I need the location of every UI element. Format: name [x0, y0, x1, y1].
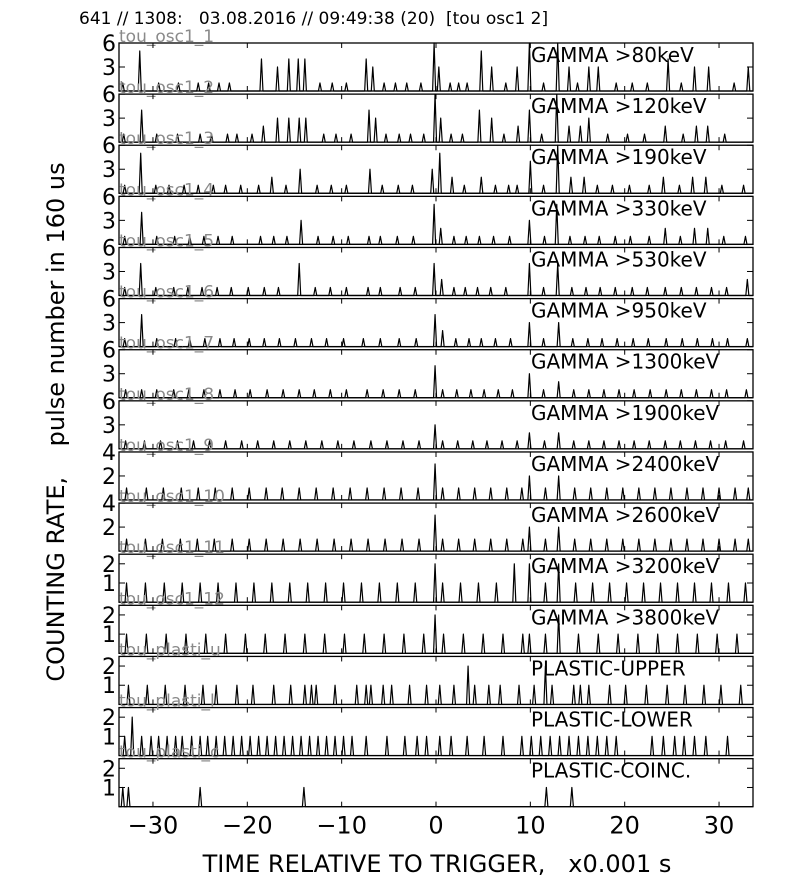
y-tick-label: 2	[102, 465, 116, 490]
y-tick-label: 2	[102, 757, 116, 782]
y-tick-label: 1	[102, 725, 116, 750]
panel-energy-label: PLASTIC-LOWER	[531, 708, 693, 732]
y-tick-label: 2	[102, 655, 116, 680]
series-trace	[119, 716, 753, 757]
series-trace	[119, 424, 753, 450]
y-tick-label: 1	[102, 776, 116, 801]
y-tick-label: 3	[102, 363, 116, 388]
channel-label: tou_osc1_1	[119, 27, 214, 47]
chart-header: 641 // 1308: 03.08.2016 // 09:49:38 (20)…	[79, 9, 549, 29]
x-axis-label: TIME RELATIVE TO TRIGGER, x0.001 s	[202, 850, 672, 878]
y-tick-label: 3	[102, 56, 116, 81]
panel-energy-label: GAMMA >1300keV	[531, 350, 720, 374]
x-tick-label: −30	[128, 812, 179, 840]
y-tick-label: 4	[102, 441, 116, 466]
channel-label: tou_osc1_11	[119, 538, 225, 558]
series-trace	[119, 463, 753, 501]
y-tick-label: 2	[102, 516, 116, 541]
y-tick-label: 4	[102, 492, 116, 517]
panel-energy-label: GAMMA >3200keV	[531, 554, 720, 578]
series-trace	[119, 144, 753, 194]
channel-label: tou_osc1_7	[119, 334, 214, 354]
y-tick-label: 3	[102, 260, 116, 285]
x-tick-label: 20	[609, 812, 640, 840]
channel-label: tou_plasti_u	[119, 640, 221, 660]
series-trace	[119, 665, 753, 706]
y-tick-label: 2	[102, 706, 116, 731]
y-tick-label: 6	[102, 339, 116, 364]
y-tick-label: 2	[102, 604, 116, 629]
panel-energy-label: GAMMA >3800keV	[531, 605, 720, 629]
series-trace	[119, 262, 753, 297]
y-tick-label: 1	[102, 572, 116, 597]
y-tick-label: 1	[102, 623, 116, 648]
y-tick-label: 2	[102, 553, 116, 578]
panel-energy-label: GAMMA >2400keV	[531, 452, 720, 476]
panel-energy-label: PLASTIC-COINC.	[531, 759, 691, 783]
channel-label: tou_osc1_2	[119, 78, 214, 98]
panel-energy-label: GAMMA >190keV	[531, 145, 707, 169]
y-tick-label: 1	[102, 674, 116, 699]
panel-energy-label: GAMMA >530keV	[531, 247, 707, 271]
y-tick-label: 3	[102, 209, 116, 234]
series-trace	[119, 93, 753, 143]
x-tick-label: 30	[704, 812, 735, 840]
x-tick-label: 10	[515, 812, 546, 840]
y-tick-label: 3	[102, 414, 116, 439]
x-tick-label: 0	[428, 812, 443, 840]
channel-label: tou_osc1_8	[119, 385, 214, 405]
channel-label: tou_osc1_12	[119, 589, 225, 609]
y-tick-label: 6	[102, 236, 116, 261]
series-trace	[119, 203, 753, 245]
panel-energy-label: GAMMA >2600keV	[531, 503, 720, 527]
series-trace	[119, 563, 753, 603]
series-trace	[119, 614, 753, 654]
x-tick-label: −10	[316, 812, 367, 840]
y-tick-label: 3	[102, 107, 116, 132]
series-trace	[119, 786, 753, 808]
channel-label: tou_osc1_4	[119, 180, 214, 200]
series-trace	[119, 514, 753, 552]
channel-label: tou_osc1_5	[119, 231, 214, 251]
panel-energy-label: GAMMA >1900keV	[531, 401, 720, 425]
y-tick-label: 6	[102, 32, 116, 57]
y-tick-label: 3	[102, 312, 116, 337]
panel-energy-label: GAMMA >950keV	[531, 299, 707, 323]
y-tick-label: 6	[102, 185, 116, 210]
channel-label: tou_osc1_10	[119, 487, 225, 507]
channel-label: tou_osc1_6	[119, 283, 214, 303]
series-trace	[119, 314, 753, 348]
y-tick-label: 6	[102, 83, 116, 108]
channel-label: tou_plasti_l	[119, 692, 215, 712]
y-tick-label: 3	[102, 158, 116, 183]
x-tick-label: −20	[222, 812, 273, 840]
channel-label: tou_plasti_c	[119, 743, 219, 763]
series-trace	[119, 365, 753, 399]
channel-label: tou_osc1_3	[119, 129, 214, 149]
y-tick-label: 6	[102, 390, 116, 415]
panel-energy-label: PLASTIC-UPPER	[531, 656, 686, 680]
panel-energy-label: GAMMA >120keV	[531, 94, 707, 118]
y-tick-label: 6	[102, 134, 116, 159]
panel-energy-label: GAMMA >80keV	[531, 43, 694, 67]
y-tick-label: 6	[102, 288, 116, 313]
channel-label: tou_osc1_9	[119, 436, 214, 456]
panel-energy-label: GAMMA >330keV	[531, 196, 707, 220]
series-trace	[119, 42, 753, 92]
